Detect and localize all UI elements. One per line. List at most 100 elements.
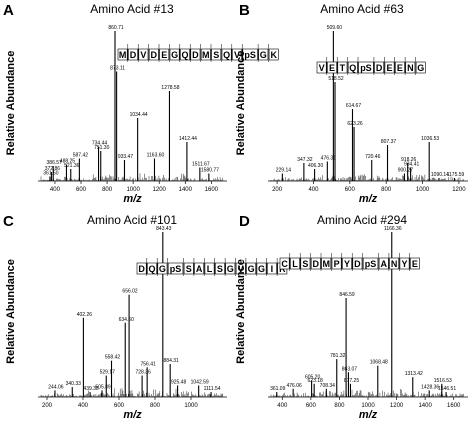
peak-label: 756.41 xyxy=(141,361,157,367)
panel-letter: A xyxy=(3,2,14,19)
sequence-residue: G xyxy=(258,264,265,274)
sequence-residue-box xyxy=(327,61,337,74)
peak-label: 587.42 xyxy=(73,153,89,159)
x-axis-label: m/z xyxy=(359,193,378,205)
peak-label: 558.42 xyxy=(105,355,121,361)
sequence-residue-box xyxy=(235,262,246,275)
sequence-residue: G xyxy=(171,50,178,60)
peak-label: 505.89 xyxy=(95,384,111,390)
panel-title: Amino Acid #13 xyxy=(90,2,174,16)
x-tick-label: 1000 xyxy=(416,187,430,193)
sequence-residue-box xyxy=(352,257,363,270)
sequence-residue: M xyxy=(119,50,127,60)
sequence-residue: D xyxy=(354,259,361,269)
peak-label: 900.27 xyxy=(398,168,414,174)
x-tick-label: 1000 xyxy=(126,187,140,193)
peak-label: 860.71 xyxy=(108,25,124,31)
sequence-residue-box xyxy=(342,257,352,270)
peak-label: 1111.54 xyxy=(204,386,221,392)
peak-label: 1036.53 xyxy=(421,136,439,142)
sequence-residue: V xyxy=(319,63,325,73)
peak-label: 386.57 xyxy=(47,160,63,166)
sequence-residue-box xyxy=(225,262,236,275)
peak-label: 402.26 xyxy=(77,312,93,318)
panel-title: Amino Acid #294 xyxy=(317,213,407,227)
sequence-residue-box xyxy=(316,61,327,74)
x-tick-label: 400 xyxy=(308,187,319,193)
x-tick-label: 1000 xyxy=(361,403,375,409)
sequence-residue-box xyxy=(180,48,190,61)
x-tick-label: 200 xyxy=(42,403,53,409)
sequence-residue-box xyxy=(167,262,184,275)
sequence-residue: S xyxy=(217,264,223,274)
sequence-residue-box xyxy=(215,262,225,275)
sequence-residue: A xyxy=(196,264,203,274)
sequence-residue: D xyxy=(313,259,320,269)
sequence-residue-box xyxy=(279,257,290,270)
peak-label: 734.44 xyxy=(92,141,108,147)
sequence-residue: Y xyxy=(402,259,408,269)
sequence-residue: D xyxy=(138,264,145,274)
sequence-residue-box xyxy=(232,48,242,61)
sequence-residue-box xyxy=(362,257,379,270)
x-axis-label: m/z xyxy=(123,409,142,421)
peak-label: 1068.48 xyxy=(370,360,388,366)
sequence-residue: E xyxy=(412,259,418,269)
y-axis-label: Relative Abundance xyxy=(235,51,247,156)
peak-label: 361.09 xyxy=(270,386,286,392)
panel-title: Amino Acid #101 xyxy=(87,213,177,227)
peak-label: 863.07 xyxy=(342,366,358,372)
peak-label: 1278.58 xyxy=(161,85,179,91)
x-tick-label: 1200 xyxy=(452,187,466,193)
peak-label: 925.48 xyxy=(171,379,187,385)
x-tick-label: 1400 xyxy=(179,187,193,193)
sequence-residue-box xyxy=(347,61,358,74)
sequence-residue: M xyxy=(322,259,330,269)
sequence-residue-box xyxy=(290,257,300,270)
sequence-residue: Q xyxy=(148,264,155,274)
peak-label: 843.43 xyxy=(156,226,172,232)
sequence-residue: I xyxy=(271,264,274,274)
sequence-residue: E xyxy=(387,63,393,73)
x-tick-label: 600 xyxy=(345,187,356,193)
sequence-residue: S xyxy=(302,259,308,269)
peak-label: 406.30 xyxy=(308,163,324,169)
sequence-residue: pS xyxy=(365,259,377,269)
sequence-residue: G xyxy=(260,50,267,60)
sequence-residue: G xyxy=(227,264,234,274)
sequence-residue-box xyxy=(321,257,332,270)
x-tick-label: 200 xyxy=(272,187,283,193)
peak-label: 229.14 xyxy=(276,168,292,174)
peak-label: 1516.53 xyxy=(434,378,452,384)
peak-label: 846.59 xyxy=(339,292,355,298)
peak-label: 1580.77 xyxy=(201,168,219,174)
peak-label: 656.02 xyxy=(122,289,138,295)
sequence-residue: S xyxy=(213,50,219,60)
sequence-residue-box xyxy=(389,257,400,270)
sequence-residue-box xyxy=(378,257,389,270)
sequence-residue-box xyxy=(310,257,321,270)
peak-label: 623.18 xyxy=(308,378,324,384)
sequence-residue-box xyxy=(159,48,170,61)
sequence-residue-box xyxy=(246,262,257,275)
sequence-residue: pS xyxy=(360,63,372,73)
sequence-residue: D xyxy=(192,50,199,60)
x-tick-label: 1400 xyxy=(418,403,432,409)
peak-label: 1511.67 xyxy=(192,162,210,168)
x-tick-label: 600 xyxy=(114,403,125,409)
y-axis-label: Relative Abundance xyxy=(235,259,247,364)
peak-label: 488.25 xyxy=(60,159,76,165)
sequence-residue-box xyxy=(148,48,159,61)
sequence-residue-box xyxy=(410,257,420,270)
sequence-residue: pS xyxy=(244,50,256,60)
spectrum-panel-b: B Amino Acid #63 Relative Abundance 200 400 6… xyxy=(235,2,468,205)
peak-label: 439.35 xyxy=(83,386,99,392)
sequence-residue-box xyxy=(256,262,267,275)
panel-title: Amino Acid #63 xyxy=(320,2,404,16)
sequence-residue-box xyxy=(384,61,395,74)
spectrum-panel-a: A Amino Acid #13 Relative Abundance 400 600 8… xyxy=(3,2,279,205)
peak-label: 728.36 xyxy=(135,370,151,376)
sequence-residue: Q xyxy=(181,50,188,60)
sequence-residue: D xyxy=(151,50,158,60)
